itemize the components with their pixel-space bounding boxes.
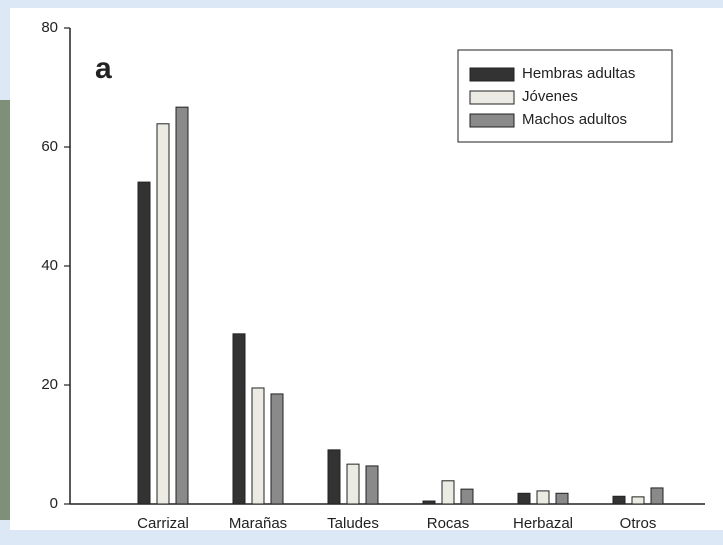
bar [175, 106, 189, 505]
x-tick-label: Rocas [427, 515, 470, 532]
x-tick-label: Otros [620, 515, 657, 532]
bar [460, 488, 474, 505]
bar [517, 492, 531, 505]
bar [346, 463, 360, 505]
bar [270, 393, 284, 505]
legend-label: Machos adultos [522, 111, 627, 128]
bar [422, 500, 436, 505]
bar [251, 387, 265, 505]
y-tick-label: 20 [41, 376, 58, 393]
y-tick-label: 40 [41, 257, 58, 274]
x-tick-label: Carrizal [137, 515, 189, 532]
legend-label: Hembras adultas [522, 65, 635, 82]
x-tick-label: Taludes [327, 515, 379, 532]
bar [631, 496, 645, 505]
legend-swatch [469, 67, 515, 82]
bar [536, 490, 550, 505]
legend-swatch [469, 113, 515, 128]
legend-box [457, 49, 673, 143]
bar [650, 487, 664, 505]
bar [365, 465, 379, 505]
photo-edge [0, 100, 10, 520]
panel-label: a [95, 52, 112, 85]
chart-background [10, 8, 723, 530]
y-tick-label: 80 [41, 19, 58, 36]
bar [555, 492, 569, 505]
bar [156, 123, 170, 505]
legend-swatch [469, 90, 515, 105]
bar [441, 480, 455, 505]
bar [612, 495, 626, 505]
x-tick-label: Herbazal [513, 515, 573, 532]
bar [327, 449, 341, 505]
bar [232, 333, 246, 505]
bar [137, 181, 151, 505]
legend-label: Jóvenes [522, 88, 578, 105]
y-tick-label: 60 [41, 138, 58, 155]
y-tick-label: 0 [50, 495, 58, 512]
x-tick-label: Marañas [229, 515, 287, 532]
